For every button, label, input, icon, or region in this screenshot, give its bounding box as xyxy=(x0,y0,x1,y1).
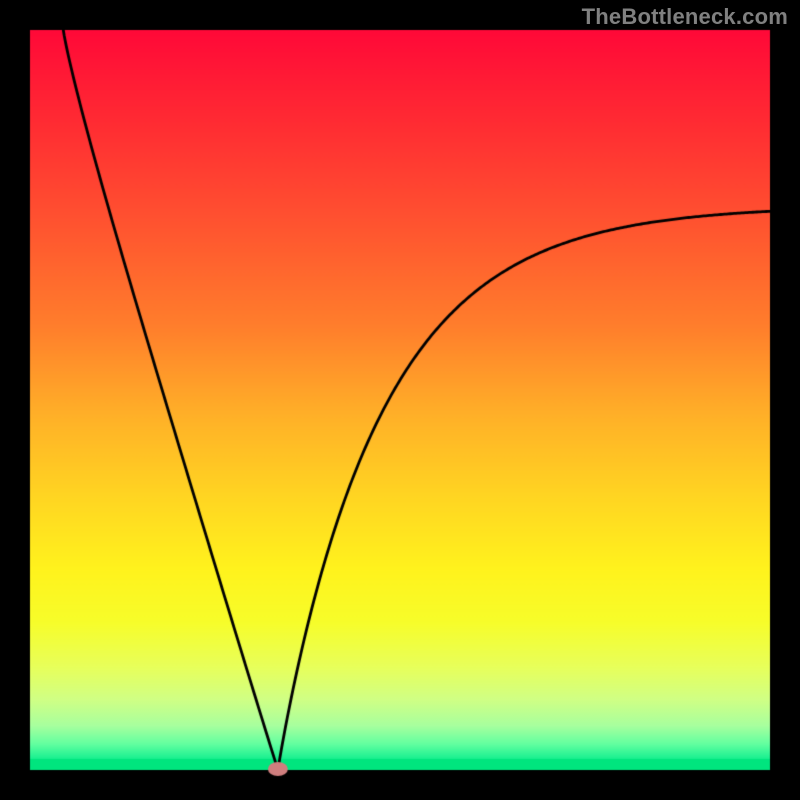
watermark-text: TheBottleneck.com xyxy=(582,4,788,30)
bottleneck-chart-canvas xyxy=(0,0,800,800)
chart-stage: TheBottleneck.com xyxy=(0,0,800,800)
